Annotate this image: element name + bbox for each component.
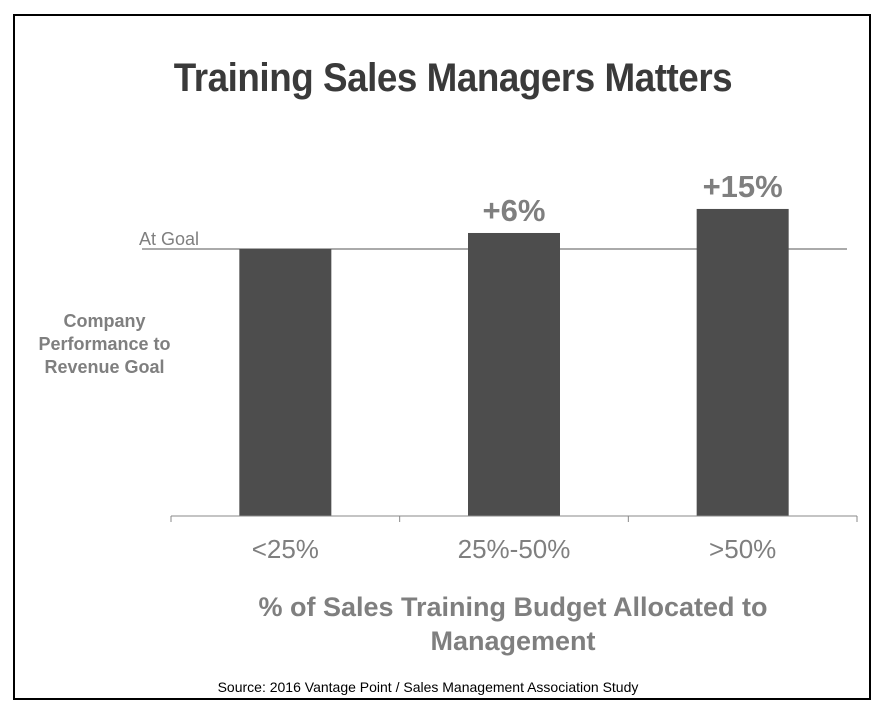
- y-axis-label: Company Performance to Revenue Goal: [38, 311, 171, 377]
- source-note: Source: 2016 Vantage Point / Sales Manag…: [217, 679, 639, 695]
- reference-line-label: At Goal: [139, 229, 199, 249]
- data-label: +6%: [483, 193, 546, 228]
- chart-title: Training Sales Managers Matters: [173, 56, 733, 100]
- x-tick-label: 25%-50%: [458, 534, 571, 564]
- x-tick-label: <25%: [252, 534, 319, 564]
- x-tick-label: >50%: [709, 534, 776, 564]
- x-axis-label: % of Sales Training Budget Allocated to …: [258, 592, 768, 656]
- bar: [239, 249, 332, 516]
- data-label: +15%: [703, 169, 783, 204]
- bar: [468, 232, 560, 517]
- bar: [696, 208, 789, 516]
